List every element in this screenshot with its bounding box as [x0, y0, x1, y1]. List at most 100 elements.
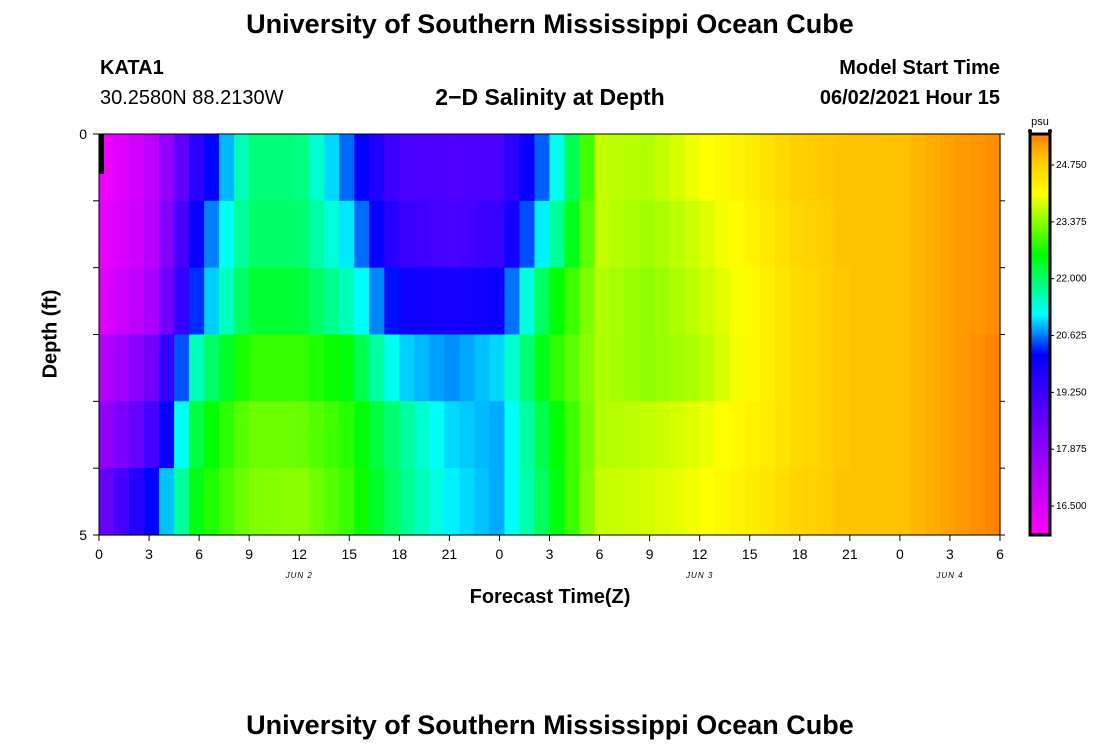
- heatmap-cell: [744, 468, 761, 536]
- heatmap-cell: [954, 267, 971, 336]
- heatmap-cell: [579, 134, 596, 202]
- heatmap-cell: [714, 134, 731, 202]
- heatmap-cell: [159, 334, 175, 402]
- heatmap-cell: [759, 468, 776, 536]
- heatmap-cell: [429, 200, 445, 269]
- heatmap-cell: [624, 334, 641, 402]
- heatmap-cell: [114, 134, 130, 202]
- heatmap-cell: [354, 267, 370, 336]
- heatmap-cell: [189, 468, 205, 536]
- heatmap-cell: [294, 468, 310, 536]
- heatmap-cell: [564, 468, 581, 536]
- heatmap-cell: [819, 334, 836, 402]
- heatmap-cell: [114, 334, 130, 402]
- heatmap-cell: [504, 267, 521, 336]
- heatmap-cell: [789, 200, 806, 269]
- heatmap-cell: [579, 267, 596, 336]
- model-start-label: Model Start Time: [839, 57, 1000, 79]
- heatmap-cell: [414, 134, 430, 202]
- heatmap-cell: [609, 468, 626, 536]
- heatmap-cell: [984, 401, 1001, 469]
- heatmap-cell: [594, 267, 611, 336]
- heatmap-cell: [939, 401, 956, 469]
- heatmap-cell: [909, 401, 926, 469]
- heatmap-cell: [159, 267, 175, 336]
- heatmap-cell: [864, 200, 881, 269]
- heatmap-cell: [774, 468, 791, 536]
- heatmap-cell: [519, 200, 536, 269]
- heatmap-cell: [549, 468, 566, 536]
- heatmap-cell: [549, 267, 566, 336]
- heatmap-cell: [144, 468, 160, 536]
- heatmap-cell: [414, 200, 430, 269]
- heatmap-cell: [609, 334, 626, 402]
- heatmap-cell: [99, 267, 115, 336]
- heatmap-cell: [384, 334, 400, 402]
- heatmap-cell: [819, 468, 836, 536]
- heatmap-cell: [264, 401, 280, 469]
- heatmap-cell: [474, 334, 491, 402]
- heatmap-cell: [924, 267, 941, 336]
- heatmap-cell: [414, 401, 430, 469]
- date-label: JUN 2: [285, 571, 313, 580]
- colorbar-tick-label: 20.625: [1056, 331, 1087, 342]
- colorbar-dot: [1028, 129, 1032, 133]
- heatmap-cell: [249, 267, 265, 336]
- heatmap-cell: [729, 134, 746, 202]
- x-tick-label: 0: [896, 546, 904, 562]
- heatmap-cell: [384, 401, 400, 469]
- heatmap-cell: [984, 267, 1001, 336]
- heatmap-cell: [834, 334, 851, 402]
- heatmap-cell: [174, 334, 190, 402]
- heatmap-cell: [939, 334, 956, 402]
- heatmap-cell: [894, 267, 911, 336]
- heatmap-cell: [744, 267, 761, 336]
- colorbar-gradient: [1028, 132, 1052, 537]
- heatmap-cell: [954, 200, 971, 269]
- heatmap-cell: [414, 267, 430, 336]
- heatmap-cell: [729, 468, 746, 536]
- heatmap-cell: [924, 134, 941, 202]
- x-tick-label: 3: [946, 546, 954, 562]
- heatmap-cell: [234, 334, 250, 402]
- heatmap-cell: [864, 267, 881, 336]
- heatmap-cell: [894, 401, 911, 469]
- heatmap-cell: [219, 267, 235, 336]
- heatmap-cell: [924, 334, 941, 402]
- heatmap-cell: [399, 401, 415, 469]
- x-tick-label: 15: [742, 546, 758, 562]
- heatmap-cell: [654, 134, 671, 202]
- heatmap-cell: [459, 134, 476, 202]
- heatmap-cell: [489, 200, 506, 269]
- heatmap-cell: [534, 468, 551, 536]
- heatmap-cell: [579, 200, 596, 269]
- heatmap-cell: [129, 200, 145, 269]
- heatmap-cell: [459, 468, 476, 536]
- heatmap-cell: [339, 134, 355, 202]
- heatmap-cell: [354, 134, 370, 202]
- heatmap-cell: [879, 267, 896, 336]
- heatmap-cell: [444, 401, 460, 469]
- heatmap-cell: [684, 401, 701, 469]
- heatmap-cell: [324, 134, 340, 202]
- heatmap-cell: [279, 401, 295, 469]
- heatmap-cell: [429, 401, 445, 469]
- heatmap-cell: [189, 267, 205, 336]
- heatmap-cell: [759, 334, 776, 402]
- heatmap-cell: [954, 134, 971, 202]
- heatmap-cell: [309, 334, 325, 402]
- heatmap-cell: [369, 134, 385, 202]
- heatmap-cell: [99, 468, 115, 536]
- heatmap-cell: [849, 334, 866, 402]
- heatmap-cell: [354, 468, 370, 536]
- heatmap-cell: [324, 200, 340, 269]
- heatmap-cell: [444, 134, 460, 202]
- heatmap-cell: [909, 267, 926, 336]
- heatmap-cell: [399, 468, 415, 536]
- heatmap-cell: [774, 267, 791, 336]
- heatmap-cell: [804, 134, 821, 202]
- heatmap-cell: [654, 468, 671, 536]
- heatmap-cell: [369, 401, 385, 469]
- heatmap-cell: [399, 134, 415, 202]
- heatmap-cell: [984, 334, 1001, 402]
